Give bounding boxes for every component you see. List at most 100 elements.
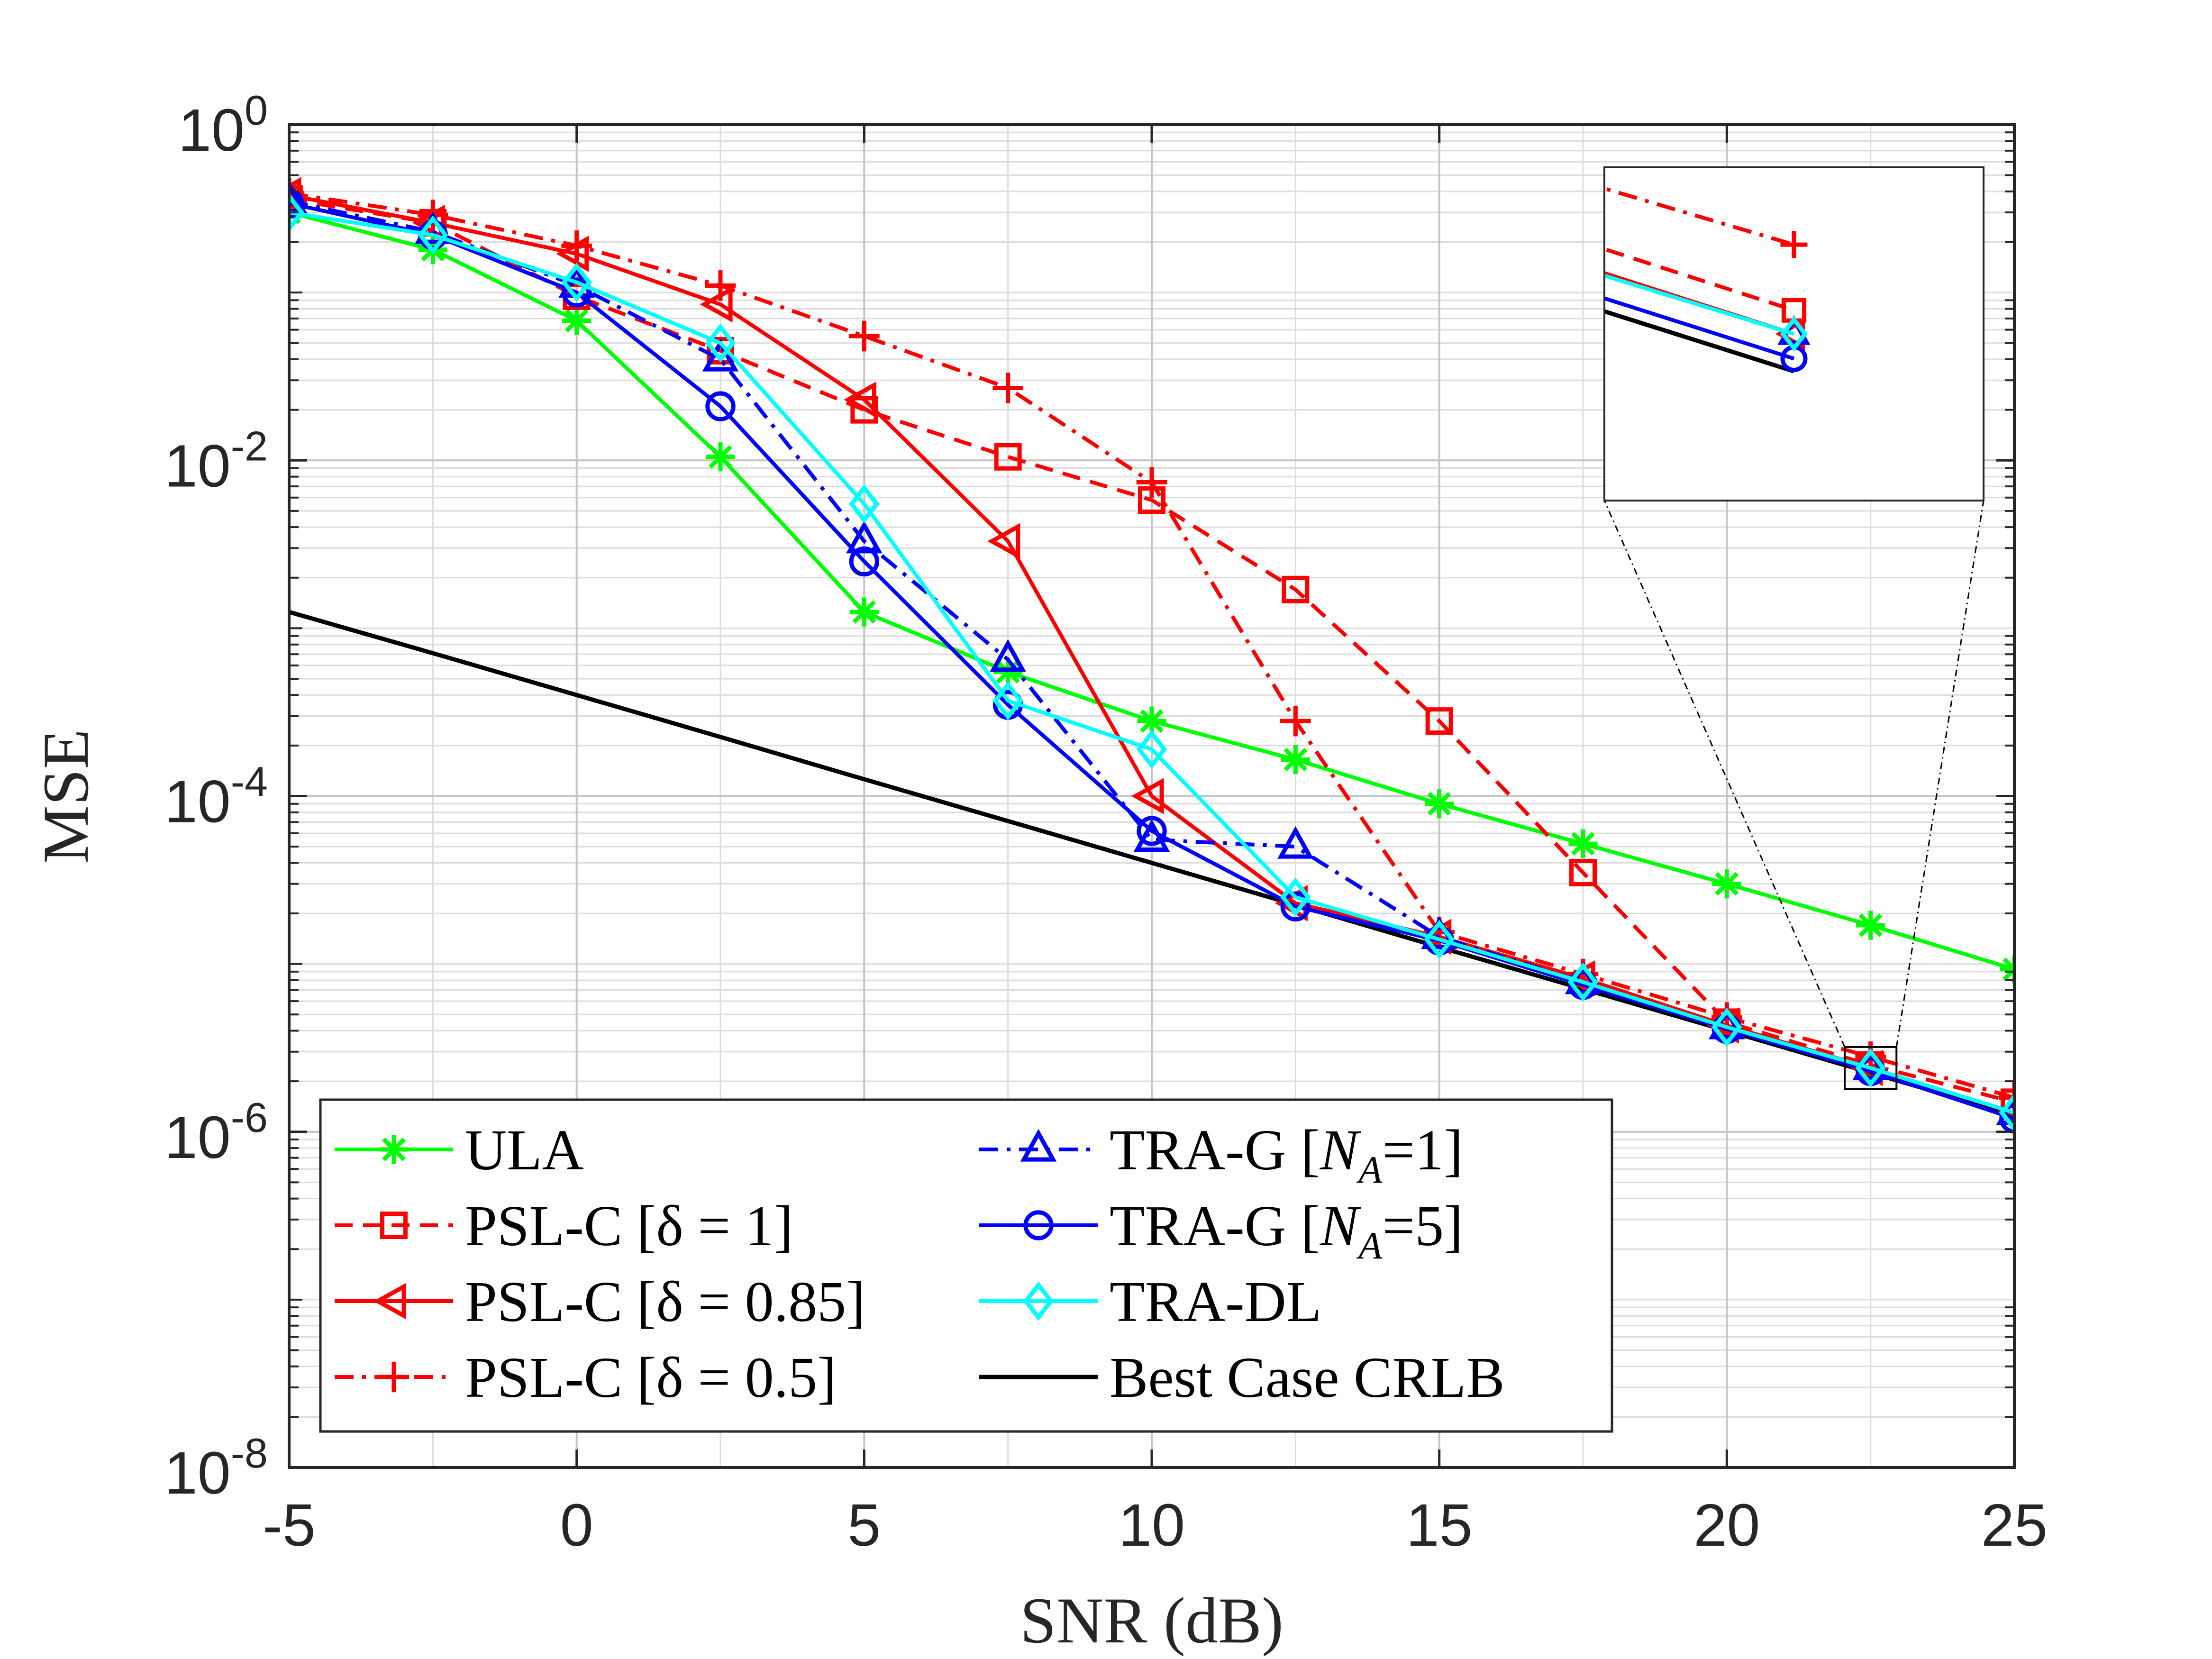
zoom-indicator — [1603, 500, 1984, 1090]
y-axis-label: MSE — [29, 729, 102, 864]
x-tick-label: 0 — [560, 1492, 593, 1559]
legend-marker — [1023, 1210, 1054, 1240]
data-point — [1999, 1093, 2014, 1132]
data-point — [849, 597, 879, 627]
data-point — [1277, 826, 1314, 859]
legend-entry: PSL-C [δ = 0.85] — [335, 1270, 865, 1334]
data-point — [289, 181, 308, 214]
inset-series-6 — [1604, 273, 1808, 352]
zoom-connector — [1895, 500, 1984, 1048]
x-axis-label: SNR (dB) — [1020, 1584, 1284, 1657]
data-point — [556, 236, 589, 272]
data-point — [992, 373, 1023, 403]
data-point — [849, 484, 880, 524]
legend-label: TRA-G [NA=1] — [1110, 1118, 1463, 1191]
data-point — [849, 546, 880, 577]
data-point — [987, 523, 1020, 560]
data-point — [1137, 706, 1166, 736]
data-point — [1136, 729, 1167, 769]
ticks-layer: -5 0 5 10 15 20 25 100 10-2 10-4 10-6 10-8 — [164, 87, 2048, 1559]
legend-marker — [378, 1361, 410, 1393]
data-point — [1856, 911, 1885, 940]
inset-data-point — [1780, 231, 1808, 258]
y-tick-label: 10-4 — [164, 758, 268, 835]
x-tick-label: -5 — [263, 1492, 316, 1559]
inset-zoom-panel — [1603, 166, 1984, 501]
data-point — [1568, 829, 1598, 858]
legend-label: TRA-DL — [1110, 1270, 1321, 1334]
series-6 — [289, 192, 2014, 1132]
data-point — [846, 520, 883, 554]
data-point — [1424, 920, 1455, 959]
inset-series-line — [1604, 296, 1795, 361]
data-point — [1712, 869, 1741, 899]
legend-marker — [380, 1212, 408, 1239]
inset-series-line — [1604, 309, 1795, 374]
data-point — [289, 188, 304, 219]
series-line — [289, 210, 2014, 1115]
legend-entry: Best Case CRLB — [979, 1346, 1505, 1410]
legend-label: PSL-C [δ = 0.5] — [465, 1346, 837, 1410]
legend-label: PSL-C [δ = 1] — [465, 1194, 793, 1258]
data-point — [1136, 467, 1167, 498]
data-point — [418, 215, 448, 255]
legend-entry: ULA — [335, 1118, 584, 1182]
zoom-region-box — [1844, 1046, 1898, 1090]
data-point — [562, 306, 592, 336]
data-point — [706, 442, 735, 472]
legend-label: TRA-G [NA=5] — [1110, 1194, 1463, 1267]
legend-entry: PSL-C [δ = 0.5] — [335, 1346, 837, 1410]
legend-label: PSL-C [δ = 0.85] — [465, 1270, 865, 1334]
data-point — [849, 320, 880, 352]
data-point — [561, 277, 592, 308]
data-point — [705, 323, 736, 363]
data-point — [2001, 1088, 2014, 1116]
x-tick-label: 15 — [1406, 1492, 1473, 1559]
data-point — [1280, 705, 1311, 737]
inset-series-3 — [1604, 186, 1808, 258]
inset-series-7 — [1604, 309, 1795, 374]
data-point — [1280, 891, 1311, 922]
inset-series-line — [1604, 247, 1795, 312]
y-tick-label: 10-8 — [164, 1430, 268, 1506]
legend-entry: TRA-G [NA=5] — [979, 1194, 1463, 1267]
legend-label: Best Case CRLB — [1110, 1346, 1505, 1410]
y-tick-label: 10-6 — [164, 1094, 268, 1171]
data-point — [844, 381, 876, 418]
data-point — [705, 391, 736, 421]
data-point — [993, 657, 1023, 686]
legend-marker — [1023, 1281, 1054, 1321]
data-point — [700, 286, 733, 323]
data-point — [1137, 816, 1167, 846]
inset-data-point — [1780, 316, 1808, 352]
data-point — [1282, 575, 1310, 603]
data-point — [994, 443, 1022, 471]
data-point — [1280, 877, 1311, 917]
y-tick-label: 10-2 — [164, 422, 268, 499]
legend-entry: TRA-DL — [979, 1270, 1321, 1334]
data-point — [1855, 1048, 1886, 1088]
x-tick-label: 10 — [1119, 1492, 1185, 1559]
legend-entry: PSL-C [δ = 1] — [335, 1194, 793, 1258]
legend: ULA PSL-C [δ = 1] PSL-C [δ = 0.85] PSL-C [δ… — [319, 1098, 1613, 1433]
x-tick-label: 25 — [1981, 1492, 2048, 1559]
data-point — [1999, 1082, 2014, 1113]
data-point — [1711, 1007, 1742, 1047]
legend-marker — [1020, 1129, 1057, 1162]
inset-series-line — [1604, 273, 1795, 336]
data-point — [561, 263, 592, 302]
data-point — [1569, 858, 1597, 886]
data-point — [992, 681, 1023, 720]
data-point — [289, 192, 305, 232]
x-tick-label: 20 — [1693, 1492, 1760, 1559]
series-layer — [289, 177, 2014, 1134]
legend-marker — [379, 1135, 409, 1164]
data-point — [1425, 707, 1453, 735]
data-point — [990, 639, 1026, 672]
inset-series-line — [1604, 271, 1795, 336]
legend-entry: TRA-G [NA=1] — [979, 1118, 1463, 1191]
data-point — [1425, 789, 1454, 819]
x-tick-label: 5 — [847, 1492, 881, 1559]
inset-series-layer — [1604, 186, 1811, 374]
legend-box — [319, 1098, 1613, 1433]
